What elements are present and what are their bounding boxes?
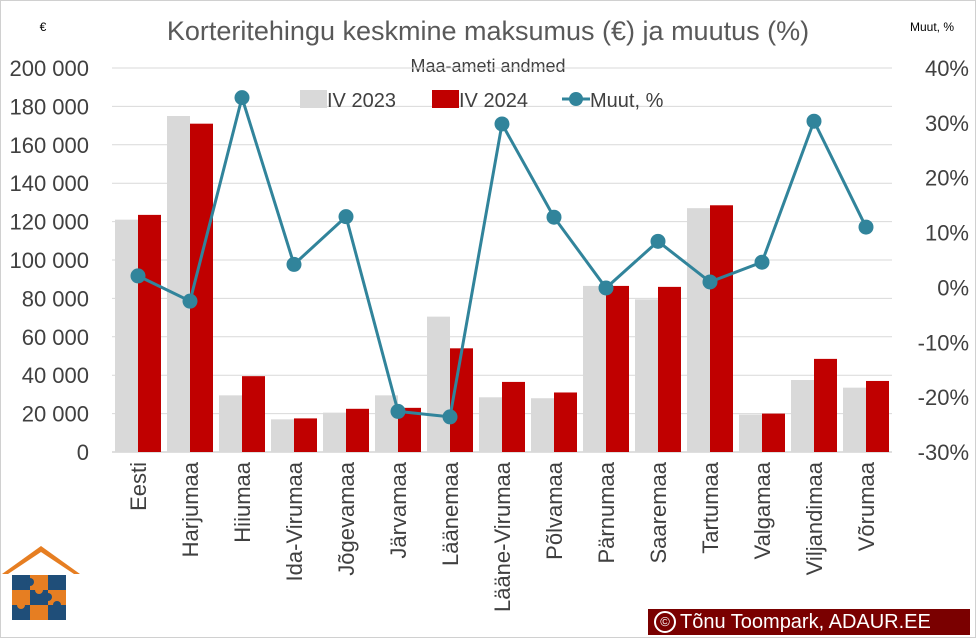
bar-iv-2023 <box>791 380 814 452</box>
right-tick-label: 20% <box>925 166 969 191</box>
left-tick-label: 0 <box>77 440 89 465</box>
bar-iv-2024 <box>294 418 317 452</box>
left-tick-label: 60 000 <box>22 325 89 350</box>
x-tick-label: Harjumaa <box>178 461 203 557</box>
x-tick-label: Pärnumaa <box>594 461 619 563</box>
left-tick-label: 80 000 <box>22 286 89 311</box>
bar-iv-2023 <box>479 397 502 452</box>
bar-iv-2023 <box>323 412 346 452</box>
bar-iv-2024 <box>554 392 577 452</box>
bar-iv-2024 <box>762 413 785 452</box>
change-point <box>494 116 510 132</box>
change-point <box>130 268 146 284</box>
bar-iv-2023 <box>531 398 554 452</box>
right-tick-label: 30% <box>925 111 969 136</box>
x-axis: Eesti Harjumaa Hiiumaa Ida-Virumaa Jõgevamaa… <box>126 461 879 612</box>
x-tick-label: Jõgevamaa <box>334 461 359 576</box>
legend-swatch-iv2024 <box>432 90 459 108</box>
right-tick-label: 0% <box>937 275 969 300</box>
left-tick-label: 140 000 <box>9 171 89 196</box>
chart-subtitle: Maa-ameti andmed <box>410 56 565 76</box>
x-tick-label: Eesti <box>126 462 151 511</box>
legend-label-iv2023: IV 2023 <box>327 90 396 112</box>
x-tick-label: Valgamaa <box>750 461 775 559</box>
left-axis-unit: € <box>40 20 47 34</box>
bar-iv-2024 <box>242 376 265 452</box>
bars <box>115 116 889 453</box>
left-tick-label: 40 000 <box>22 363 89 388</box>
legend-swatch-marker <box>569 92 583 106</box>
change-point <box>650 233 666 249</box>
bar-iv-2023 <box>739 414 762 452</box>
bar-iv-2023 <box>219 395 242 452</box>
x-tick-label: Ida-Virumaa <box>282 461 307 581</box>
change-point <box>598 280 614 296</box>
change-point <box>182 293 198 309</box>
bar-iv-2024 <box>606 285 629 452</box>
bar-iv-2024 <box>398 407 421 452</box>
left-tick-label: 20 000 <box>22 402 89 427</box>
left-tick-label: 100 000 <box>9 248 89 273</box>
change-point <box>858 219 874 235</box>
change-point <box>286 256 302 272</box>
bar-iv-2023 <box>583 285 606 452</box>
change-point <box>546 209 562 225</box>
bar-iv-2024 <box>450 348 473 452</box>
change-point <box>806 113 822 129</box>
change-line <box>130 90 874 425</box>
change-point <box>442 409 458 425</box>
change-point <box>338 209 354 225</box>
right-tick-label: -10% <box>918 330 969 355</box>
bar-iv-2024 <box>866 380 889 452</box>
legend-label-iv2024: IV 2024 <box>459 90 528 112</box>
bar-iv-2024 <box>190 123 213 453</box>
change-point <box>390 403 406 419</box>
legend-swatch-iv2023 <box>300 90 327 108</box>
bar-iv-2024 <box>658 286 681 452</box>
x-tick-label: Hiiumaa <box>230 461 255 542</box>
right-axis: -30% -20% -10% 0% 10% 20% 30% 40% <box>918 56 969 465</box>
x-tick-label: Järvamaa <box>386 461 411 558</box>
x-tick-label: Viljandimaa <box>802 461 827 575</box>
left-tick-label: 200 000 <box>9 56 89 81</box>
left-tick-label: 180 000 <box>9 94 89 119</box>
right-axis-unit: Muut, % <box>910 20 954 34</box>
x-tick-label: Võrumaa <box>854 461 879 551</box>
bar-iv-2024 <box>502 381 525 452</box>
bar-iv-2024 <box>710 205 733 452</box>
change-point <box>754 254 770 270</box>
x-tick-label: Lääne-Virumaa <box>490 461 515 612</box>
copyright-symbol: © <box>654 611 676 633</box>
house-puzzle-logo <box>2 546 80 620</box>
bar-iv-2023 <box>271 419 294 452</box>
left-tick-label: 120 000 <box>9 210 89 235</box>
legend-label-change: Muut, % <box>590 90 664 112</box>
right-tick-label: 10% <box>925 221 969 246</box>
chart-title: Korteritehingu keskmine maksumus (€) ja … <box>167 16 809 46</box>
bar-iv-2024 <box>814 358 837 452</box>
bar-iv-2023 <box>687 208 710 452</box>
x-tick-label: Saaremaa <box>646 461 671 563</box>
x-tick-label: Läänemaa <box>438 461 463 566</box>
bar-iv-2023 <box>635 299 658 452</box>
right-tick-label: 40% <box>925 56 969 81</box>
right-tick-label: -30% <box>918 440 969 465</box>
bar-iv-2023 <box>167 116 190 452</box>
credit-banner: © Tõnu Toompark, ADAUR.EE <box>648 609 970 635</box>
credit-text: Tõnu Toompark, ADAUR.EE <box>680 611 931 633</box>
x-tick-label: Tartumaa <box>698 461 723 553</box>
legend: IV 2023 IV 2024 Muut, % <box>300 90 664 112</box>
x-tick-label: Põlvamaa <box>542 461 567 560</box>
bar-iv-2023 <box>115 219 138 452</box>
bar-iv-2023 <box>427 316 450 452</box>
bar-iv-2024 <box>138 214 161 452</box>
left-axis: 0 20 000 40 000 60 000 80 000 100 000 120 000 1… <box>9 56 89 465</box>
bar-iv-2023 <box>843 387 866 452</box>
change-point <box>702 274 718 290</box>
right-tick-label: -20% <box>918 385 969 410</box>
left-tick-label: 160 000 <box>9 133 89 158</box>
change-point <box>234 90 250 106</box>
bar-iv-2024 <box>346 408 369 452</box>
